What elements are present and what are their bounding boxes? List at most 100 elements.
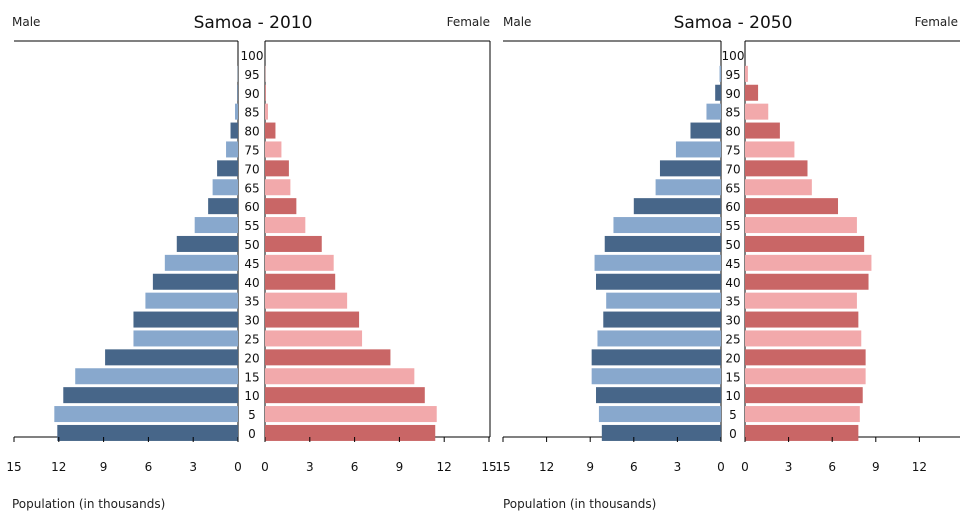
age-group-label: 30: [244, 314, 259, 328]
age-group-label: 90: [725, 87, 740, 101]
male-bar-age-55: [194, 217, 238, 234]
age-group-label: 35: [244, 295, 259, 309]
male-bar-age-80: [690, 122, 721, 139]
age-group-label: 45: [725, 257, 740, 271]
male-bar-age-90: [715, 84, 721, 101]
male-bar-age-75: [226, 141, 238, 158]
male-x-tick-label: 15: [6, 460, 21, 474]
age-group-label: 30: [725, 314, 740, 328]
female-bar-age-40: [265, 273, 336, 290]
female-bar-age-45: [265, 254, 334, 271]
female-bar-age-5: [745, 406, 860, 423]
male-bar-age-60: [633, 198, 721, 215]
female-label: Female: [447, 15, 490, 29]
male-x-tick-label: 3: [189, 460, 197, 474]
male-bar-age-15: [591, 368, 721, 385]
age-group-label: 5: [248, 408, 256, 422]
age-group-label: 50: [244, 238, 259, 252]
age-group-label: 25: [725, 332, 740, 346]
age-group-label: 60: [244, 200, 259, 214]
age-group-label: 25: [244, 332, 259, 346]
female-x-tick-label: 3: [306, 460, 314, 474]
female-bar-age-65: [745, 179, 812, 196]
female-x-tick-label: 15: [481, 460, 496, 474]
age-group-label: 55: [725, 219, 740, 233]
male-bar-age-20: [105, 349, 239, 366]
female-bar-age-0: [265, 424, 436, 441]
male-label: Male: [503, 15, 531, 29]
age-group-label: 20: [725, 351, 740, 365]
age-group-label: 100: [241, 49, 264, 63]
female-bar-age-20: [265, 349, 391, 366]
male-bar-age-90: [237, 84, 238, 101]
female-bar-age-25: [265, 330, 363, 347]
age-group-label: 15: [244, 370, 259, 384]
male-x-tick-label: 0: [717, 460, 725, 474]
male-x-tick-label: 9: [586, 460, 594, 474]
male-bar-age-20: [591, 349, 721, 366]
male-bar-age-0: [601, 424, 721, 441]
female-x-tick-label: 9: [396, 460, 404, 474]
female-bar-age-80: [745, 122, 780, 139]
female-bar-age-55: [265, 217, 306, 234]
female-bar-age-15: [745, 368, 866, 385]
female-bar-age-80: [265, 122, 276, 139]
male-bar-age-50: [176, 235, 238, 252]
male-x-tick-label: 9: [100, 460, 108, 474]
female-x-tick-label: 12: [437, 460, 452, 474]
female-x-tick-label: 6: [828, 460, 836, 474]
male-label: Male: [12, 15, 40, 29]
male-bar-age-25: [133, 330, 238, 347]
age-group-label: 65: [244, 181, 259, 195]
female-bar-age-60: [265, 198, 297, 215]
age-group-label: 60: [725, 200, 740, 214]
female-label: Female: [915, 15, 958, 29]
female-bar-age-70: [745, 160, 808, 177]
age-group-label: 5: [729, 408, 737, 422]
pyramid-panel-2010: Male Samoa - 2010 Female Population (in …: [6, 13, 496, 511]
female-x-tick-label: 3: [785, 460, 793, 474]
male-bar-age-5: [54, 406, 238, 423]
female-x-tick-label: 0: [261, 460, 269, 474]
male-bar-age-45: [164, 254, 238, 271]
female-x-tick-label: 9: [872, 460, 880, 474]
x-axis-label: Population (in thousands): [503, 497, 656, 511]
age-group-label: 40: [725, 276, 740, 290]
male-bar-age-50: [604, 235, 721, 252]
age-group-label: 75: [725, 143, 740, 157]
female-x-tick-label: 12: [912, 460, 927, 474]
age-group-label: 0: [248, 427, 256, 441]
female-bar-age-0: [745, 424, 859, 441]
female-bar-age-45: [745, 254, 872, 271]
male-bar-age-10: [63, 387, 238, 404]
male-bar-age-35: [145, 292, 238, 309]
male-x-tick-label: 3: [674, 460, 682, 474]
age-group-label: 0: [729, 427, 737, 441]
female-bar-age-40: [745, 273, 869, 290]
age-group-label: 75: [244, 143, 259, 157]
age-group-label: 45: [244, 257, 259, 271]
female-bar-age-75: [265, 141, 282, 158]
age-group-label: 35: [725, 295, 740, 309]
male-bar-age-60: [208, 198, 238, 215]
chart-title: Samoa - 2010: [194, 13, 313, 33]
female-bar-age-20: [745, 349, 866, 366]
female-bar-age-35: [745, 292, 857, 309]
female-bar-age-5: [265, 406, 437, 423]
age-group-label: 70: [244, 162, 259, 176]
male-bar-age-70: [217, 160, 238, 177]
female-bar-age-50: [745, 235, 865, 252]
female-x-tick-label: 6: [351, 460, 359, 474]
age-group-label: 20: [244, 351, 259, 365]
female-bar-age-55: [745, 217, 857, 234]
age-group-label: 80: [244, 125, 259, 139]
male-bar-age-35: [606, 292, 721, 309]
age-group-label: 10: [725, 389, 740, 403]
pyramid-panel-2050: Male Samoa - 2050 Female Population (in …: [495, 13, 960, 511]
male-bar-age-85: [706, 103, 721, 120]
male-bar-age-95: [719, 65, 721, 82]
male-bar-age-30: [603, 311, 721, 328]
female-bar-age-10: [745, 387, 863, 404]
male-bar-age-25: [597, 330, 721, 347]
age-group-label: 65: [725, 181, 740, 195]
